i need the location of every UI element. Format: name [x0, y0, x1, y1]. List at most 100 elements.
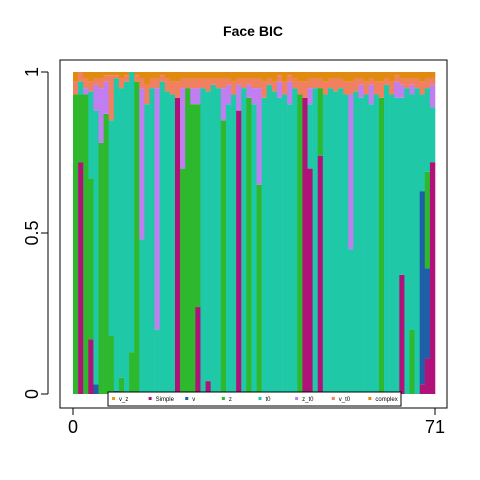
bar-segment-65-complex	[399, 72, 405, 79]
bar-segment-4-t0	[88, 91, 94, 179]
bar-segment-32-v_t0	[231, 81, 237, 95]
bar-segment-39-v_t0	[266, 78, 273, 85]
bar-segment-21-v_t0	[174, 81, 181, 98]
bar-segment-33-complex	[236, 72, 242, 79]
bar-segment-23-v_t0	[185, 78, 191, 89]
bar-segment-44-complex	[292, 72, 298, 79]
bar-segment-20-t0	[169, 94, 176, 394]
bar-segment-33-z_t0	[236, 84, 242, 111]
bar-segment-41-t0	[276, 97, 283, 394]
bar-segment-40-t0	[271, 91, 278, 394]
bar-segment-44-v_t0	[292, 78, 298, 89]
bar-segment-59-v_t0	[368, 78, 375, 85]
bar-segment-24-z_t0	[190, 88, 196, 105]
bar-segment-64-complex	[394, 72, 400, 76]
bar-segment-70-v_t0	[424, 78, 431, 89]
bar-segment-4-complex	[88, 72, 94, 82]
bars-group	[73, 72, 436, 395]
bar-segment-26-t0	[200, 88, 206, 394]
bar-segment-53-complex	[338, 72, 344, 79]
bar-segment-60-t0	[373, 94, 380, 394]
bar-segment-50-t0	[322, 94, 329, 394]
bar-segment-5-t0	[93, 110, 99, 385]
bar-segment-37-z_t0	[256, 88, 262, 185]
bar-segment-45-v_t0	[297, 81, 303, 95]
bar-segment-64-v_t0	[394, 75, 400, 82]
legend-box	[107, 391, 402, 407]
bar-segment-23-complex	[185, 72, 191, 79]
bar-segment-61-complex	[378, 72, 385, 82]
bar-segment-2-z	[78, 94, 84, 163]
bar-segment-35-z_t0	[246, 84, 252, 98]
bar-segment-35-complex	[246, 72, 252, 79]
bar-segment-8-complex	[108, 72, 115, 76]
bar-segment-64-t0	[394, 97, 400, 394]
bar-segment-2-t0	[78, 81, 84, 95]
bar-segment-54-t0	[343, 94, 349, 394]
chart-title: Face BIC	[223, 23, 283, 39]
bar-segment-63-complex	[389, 72, 395, 82]
legend-label-t0: t0	[266, 397, 272, 403]
bar-segment-8-z	[108, 336, 115, 394]
bar-segment-15-complex	[144, 72, 150, 85]
bar-segment-57-complex	[358, 72, 364, 79]
legend-label-v_z: v_z	[119, 397, 128, 403]
bar-segment-48-v_t0	[312, 78, 319, 89]
bar-segment-4-z	[88, 178, 94, 340]
bar-segment-46-Simple	[302, 97, 308, 394]
bar-segment-24-complex	[190, 72, 196, 79]
bar-segment-30-z_t0	[220, 88, 227, 121]
bar-segment-49-complex	[317, 72, 324, 79]
bar-segment-37-z	[256, 184, 262, 394]
bar-segment-70-complex	[424, 72, 431, 79]
bar-segment-67-z_t0	[409, 84, 415, 95]
bar-segment-62-t0	[384, 84, 390, 394]
bar-segment-16-v_t0	[149, 78, 155, 89]
bar-segment-22-v_t0	[180, 78, 186, 89]
bar-segment-25-z_t0	[195, 88, 201, 105]
bar-segment-55-z_t0	[348, 94, 354, 250]
bar-segment-53-t0	[338, 88, 344, 394]
bar-segment-31-z_t0	[225, 84, 232, 105]
bar-segment-61-v_t0	[378, 81, 385, 98]
bar-segment-45-complex	[297, 72, 303, 82]
bar-segment-47-z_t0	[307, 88, 313, 105]
legend-swatch-v_t0	[331, 397, 335, 400]
bar-segment-67-v_t0	[409, 78, 415, 85]
bar-segment-46-v_t0	[302, 81, 308, 98]
bar-segment-22-z_t0	[180, 88, 186, 169]
bar-segment-47-t0	[307, 104, 313, 169]
bar-segment-47-complex	[307, 72, 313, 79]
bar-segment-25-v_t0	[195, 78, 201, 89]
bar-segment-41-complex	[276, 72, 283, 76]
bar-segment-11-v_t0	[123, 75, 130, 82]
bar-segment-51-complex	[327, 72, 334, 79]
bar-segment-8-v_t0	[108, 75, 115, 121]
bar-segment-51-v_t0	[327, 78, 334, 89]
bar-segment-9-complex	[113, 72, 120, 76]
bar-segment-41-v_t0	[276, 75, 283, 82]
bar-segment-2-Simple	[78, 162, 84, 394]
bar-segment-7-v_t0	[103, 75, 109, 82]
bar-segment-67-z	[409, 329, 415, 394]
bar-segment-38-complex	[261, 72, 268, 82]
bar-segment-5-z_t0	[93, 84, 99, 111]
bar-segment-32-complex	[231, 72, 237, 82]
bar-segment-68-t0	[414, 88, 421, 394]
bar-segment-17-z_t0	[154, 88, 160, 330]
bar-segment-67-t0	[409, 94, 415, 330]
bar-segment-66-complex	[404, 72, 410, 79]
bar-segment-63-v_t0	[389, 81, 395, 95]
bar-segment-70-v	[424, 268, 431, 359]
bar-segment-14-z_t0	[139, 88, 145, 240]
bar-segment-16-t0	[149, 88, 155, 394]
legend-label-v_t0: v_t0	[339, 397, 351, 403]
bar-segment-6-z	[98, 142, 104, 394]
bar-segment-28-v_t0	[210, 78, 217, 85]
bar-segment-29-complex	[215, 72, 222, 79]
bar-segment-62-complex	[384, 72, 390, 79]
bar-segment-25-z	[195, 104, 201, 308]
bar-segment-69-v_t0	[419, 81, 426, 95]
bar-segment-40-complex	[271, 72, 278, 82]
